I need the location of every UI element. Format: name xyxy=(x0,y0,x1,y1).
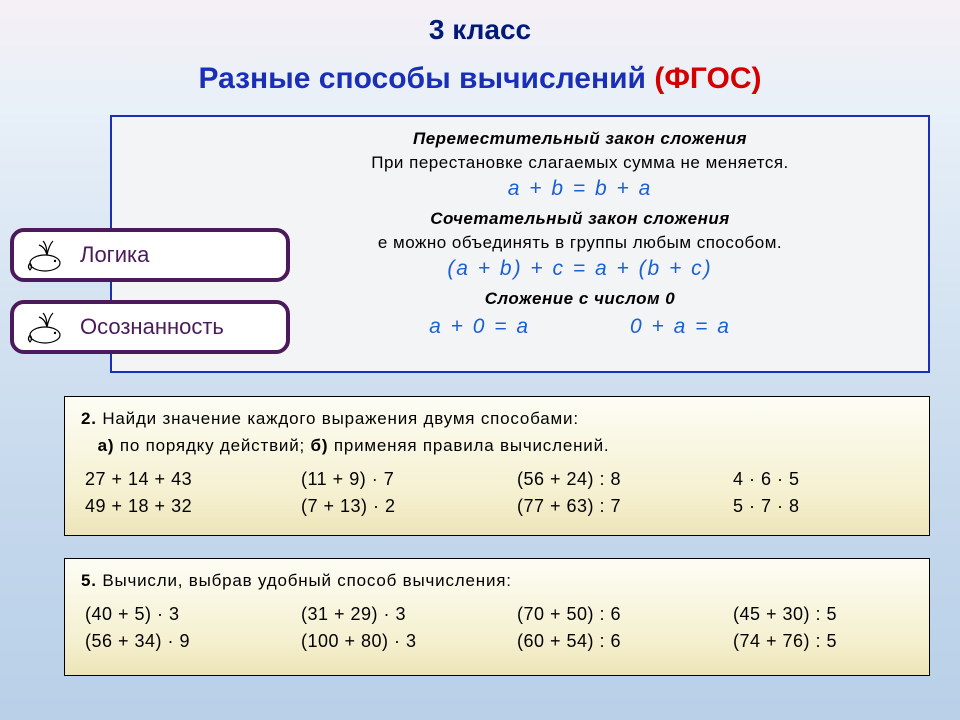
task-5-prompt: Вычисли, выбрав удобный способ вычислени… xyxy=(102,571,511,590)
expr-cell: 49 + 18 + 32 xyxy=(85,496,285,517)
task-2-num: 2. xyxy=(81,409,97,428)
law2-title: Сочетательный закон сложения xyxy=(242,209,918,229)
expr-cell: (56 + 24) : 8 xyxy=(517,469,717,490)
law1-formula: a + b = b + a xyxy=(242,177,918,201)
expr-cell: (40 + 5) · 3 xyxy=(85,604,285,625)
expr-cell: (100 + 80) · 3 xyxy=(301,631,501,652)
expr-cell: (31 + 29) · 3 xyxy=(301,604,501,625)
expr-cell: (7 + 13) · 2 xyxy=(301,496,501,517)
title-suffix: (ФГОС) xyxy=(654,62,761,95)
tag-logic: Логика xyxy=(10,228,290,282)
task-2-a-text: по порядку действий; xyxy=(120,436,305,455)
task-2-prompt: Найди значение каждого выражения двумя с… xyxy=(102,409,579,428)
law3-formula-b: 0 + a = a xyxy=(630,315,731,339)
expr-cell: 4 · 6 · 5 xyxy=(733,469,913,490)
tag-logic-label: Логика xyxy=(80,242,149,268)
law2-formula: (a + b) + c = a + (b + c) xyxy=(242,257,918,281)
whale-icon xyxy=(24,306,66,348)
task-2-a-label: а) xyxy=(98,436,115,455)
task-2-b-label: б) xyxy=(311,436,329,455)
task-5-num: 5. xyxy=(81,571,97,590)
expr-cell: 5 · 7 · 8 xyxy=(733,496,913,517)
tag-awareness-label: Осознанность xyxy=(80,314,224,340)
expr-cell: (70 + 50) : 6 xyxy=(517,604,717,625)
expr-cell: 27 + 14 + 43 xyxy=(85,469,285,490)
title-main: Разные способы вычислений xyxy=(198,62,646,95)
task-2-b-text: применяя правила вычислений. xyxy=(334,436,610,455)
task-2-panel: 2. Найди значение каждого выражения двум… xyxy=(64,396,930,536)
expr-cell: (56 + 34) · 9 xyxy=(85,631,285,652)
task-5-head: 5. Вычисли, выбрав удобный способ вычисл… xyxy=(81,567,913,594)
page-title: Разные способы вычислений (ФГОС) xyxy=(0,46,960,96)
expr-cell: (77 + 63) : 7 xyxy=(517,496,717,517)
law1-text: При перестановке слагаемых сумма не меня… xyxy=(242,153,918,173)
task-2-grid: 27 + 14 + 43 (11 + 9) · 7 (56 + 24) : 8 … xyxy=(81,469,913,517)
expr-cell: (74 + 76) : 5 xyxy=(733,631,913,652)
grade-heading: 3 класс xyxy=(0,0,960,46)
task-5-panel: 5. Вычисли, выбрав удобный способ вычисл… xyxy=(64,558,930,676)
expr-cell: (60 + 54) : 6 xyxy=(517,631,717,652)
law1-title: Переместительный закон сложения xyxy=(242,129,918,149)
law3-formula-a: a + 0 = a xyxy=(429,315,530,339)
expr-cell: (45 + 30) : 5 xyxy=(733,604,913,625)
whale-icon xyxy=(24,234,66,276)
task-2-head: 2. Найди значение каждого выражения двум… xyxy=(81,405,913,459)
expr-cell: (11 + 9) · 7 xyxy=(301,469,501,490)
law3-title: Сложение с числом 0 xyxy=(242,289,918,309)
tag-awareness: Осознанность xyxy=(10,300,290,354)
law2-text: е можно объединять в группы любым способ… xyxy=(242,233,918,253)
task-5-grid: (40 + 5) · 3 (31 + 29) · 3 (70 + 50) : 6… xyxy=(81,604,913,652)
